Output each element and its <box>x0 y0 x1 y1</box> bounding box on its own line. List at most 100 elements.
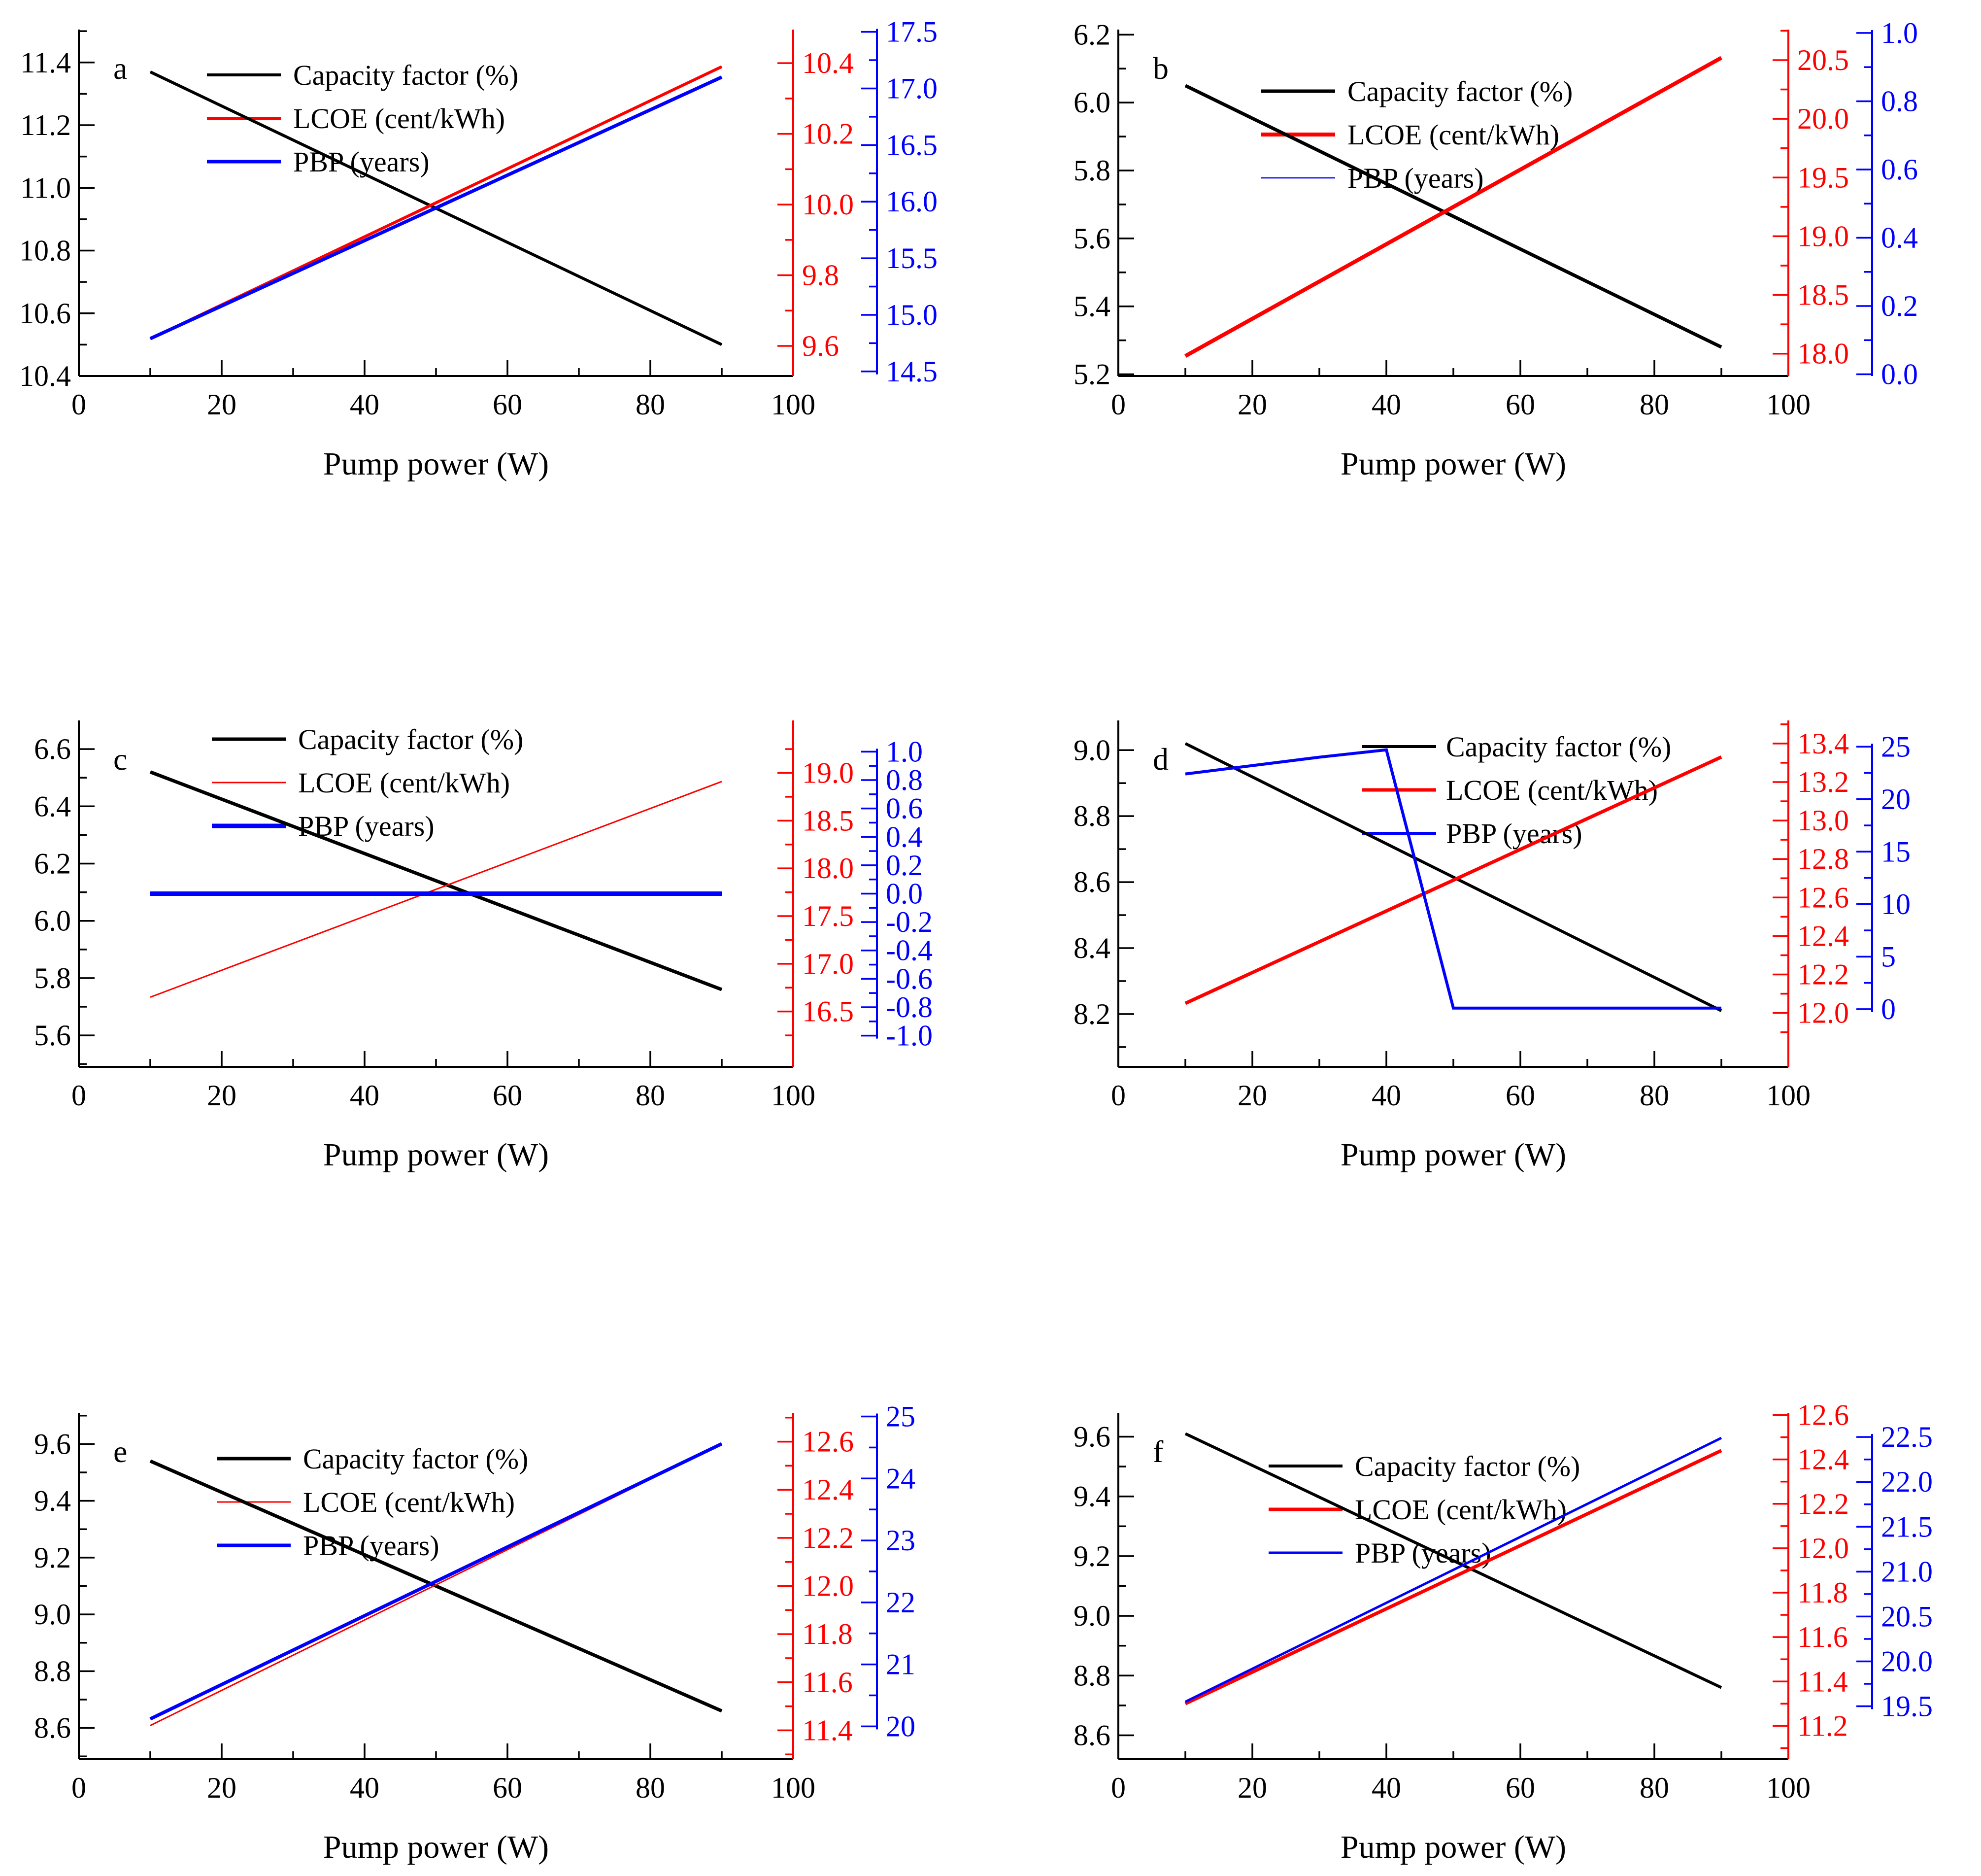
right-axis-pbp: -1.0-0.8-0.6-0.4-0.20.00.20.40.60.81.0 <box>861 735 933 1052</box>
legend-entry-pbp: PBP (years) <box>217 1530 439 1562</box>
x-tick-label: 100 <box>771 388 815 421</box>
series-lcoe-line <box>1184 1449 1722 1705</box>
blue-tick-label: 0.2 <box>886 849 923 882</box>
left-tick-label: 5.4 <box>1074 290 1110 323</box>
left-axis-capacity-factor: 10.4 10.6 10.8 11.0 11.2 11.4 <box>19 30 95 392</box>
red-tick-label: 11.8 <box>802 1618 853 1650</box>
blue-tick-label: -1.0 <box>886 1020 933 1052</box>
left-axis-capacity-factor: 8.2 8.4 8.6 8.8 9.0 <box>1074 720 1134 1067</box>
red-tick-label: 13.2 <box>1797 766 1849 798</box>
left-axis-capacity-factor: 8.6 8.8 9.0 9.2 9.4 9.6 <box>1074 1413 1134 1759</box>
red-tick-label: 20.5 <box>1797 44 1849 76</box>
red-tick-label: 12.6 <box>802 1426 854 1458</box>
left-tick-label: 5.6 <box>34 1019 71 1052</box>
series-capacity-factor-line <box>1184 84 1722 349</box>
red-tick-label: 18.5 <box>1797 279 1849 311</box>
blue-tick-label: -0.6 <box>886 962 933 995</box>
x-axis: 0 20 40 60 80 100 Pump power (W) <box>71 1051 815 1173</box>
x-tick-label: 80 <box>1640 1079 1669 1112</box>
red-tick-label: 10.4 <box>802 47 854 79</box>
left-tick-label: 9.6 <box>34 1428 71 1460</box>
x-tick-label: 80 <box>636 1079 665 1112</box>
legend-entry-lcoe: LCOE (cent/kWh) <box>217 1486 515 1518</box>
x-axis-title: Pump power (W) <box>1341 1829 1566 1865</box>
blue-tick-label: 1.0 <box>886 735 923 768</box>
x-axis-title: Pump power (W) <box>323 446 549 482</box>
left-tick-label: 8.8 <box>34 1655 71 1687</box>
series-pbp-line <box>149 75 723 341</box>
blue-tick-label: 14.5 <box>886 355 938 388</box>
left-tick-label: 6.2 <box>1074 18 1110 51</box>
legend-label: Capacity factor (%) <box>1355 1450 1580 1482</box>
panel-b: 0 20 40 60 80 100 Pump power (W) 5.2 5.4 5.6 5.8 6.… <box>1074 17 1918 482</box>
x-tick-label: 40 <box>1372 1079 1401 1112</box>
legend-entry-lcoe: LCOE (cent/kWh) <box>1362 774 1658 806</box>
blue-tick-label: 16.5 <box>886 129 938 161</box>
red-tick-label: 12.0 <box>1797 1532 1849 1565</box>
legend: Capacity factor (%)LCOE (cent/kWh)PBP (y… <box>207 59 518 178</box>
left-tick-label: 8.8 <box>1074 1659 1110 1692</box>
x-tick-label: 0 <box>71 1772 86 1804</box>
blue-tick-label: -0.4 <box>886 934 933 967</box>
panel-f: 0 20 40 60 80 100 Pump power (W) 8.6 8.8 9.0 9.2 9.… <box>1074 1399 1933 1865</box>
x-tick-label: 60 <box>493 1079 522 1112</box>
left-axis-capacity-factor: 5.6 5.8 6.0 6.2 6.4 6.6 <box>34 720 95 1067</box>
red-tick-label: 13.0 <box>1797 804 1849 837</box>
left-tick-label: 6.0 <box>1074 86 1110 119</box>
legend: Capacity factor (%)LCOE (cent/kWh)PBP (y… <box>212 723 523 842</box>
right-axis-lcoe: 9.6 9.8 10.0 10.2 10.4 <box>777 30 854 376</box>
left-tick-label: 9.2 <box>34 1541 71 1574</box>
blue-tick-label: -0.8 <box>886 991 933 1023</box>
x-tick-label: 40 <box>350 1079 379 1112</box>
blue-tick-label: 20.5 <box>1881 1600 1933 1633</box>
blue-tick-label: 15 <box>1881 835 1911 868</box>
panel-letter: b <box>1153 51 1169 86</box>
x-tick-label: 20 <box>1238 1772 1267 1804</box>
panel-letter: c <box>113 742 127 777</box>
series-capacity-factor-line <box>1184 742 1722 1012</box>
x-tick-label: 100 <box>771 1772 815 1804</box>
legend-entry-capacity-factor: Capacity factor (%) <box>1261 75 1573 107</box>
left-tick-label: 8.6 <box>1074 866 1110 898</box>
blue-tick-label: 0.6 <box>1881 153 1918 186</box>
red-tick-label: 11.6 <box>802 1666 853 1699</box>
x-tick-label: 80 <box>1640 388 1669 421</box>
blue-tick-label: 17.0 <box>886 72 938 104</box>
series-pbp-line <box>1185 748 1721 1010</box>
legend-label: Capacity factor (%) <box>1446 731 1671 763</box>
red-tick-label: 17.0 <box>802 948 854 980</box>
blue-tick-label: 0.4 <box>886 820 923 853</box>
legend-entry-capacity-factor: Capacity factor (%) <box>217 1443 528 1475</box>
panel-letter: a <box>113 51 127 86</box>
blue-tick-label: 20.0 <box>1881 1645 1933 1677</box>
left-tick-label: 9.4 <box>34 1485 71 1517</box>
x-axis: 0 20 40 60 80 100 Pump power (W) <box>1111 360 1811 482</box>
right-axis-pbp: 0 5 10 15 20 25 <box>1856 730 1911 1025</box>
blue-tick-label: 0.8 <box>886 764 923 796</box>
blue-tick-label: 21 <box>886 1648 915 1681</box>
x-tick-label: 0 <box>1111 388 1126 421</box>
blue-tick-label: 19.5 <box>1881 1690 1933 1723</box>
x-tick-label: 20 <box>207 388 236 421</box>
right-axis-lcoe: 18.0 18.5 19.0 19.5 20.0 20.5 <box>1773 30 1849 376</box>
x-tick-label: 0 <box>71 1079 86 1112</box>
x-tick-label: 60 <box>1506 1772 1535 1804</box>
x-tick-label: 40 <box>350 388 379 421</box>
x-tick-label: 80 <box>636 1772 665 1804</box>
x-axis: 0 20 40 60 80 100 Pump power (W) <box>1111 1743 1811 1865</box>
blue-tick-label: 0.8 <box>1881 85 1918 117</box>
x-tick-label: 0 <box>1111 1772 1126 1804</box>
blue-tick-label: 25 <box>1881 730 1911 763</box>
red-tick-label: 19.0 <box>1797 220 1849 252</box>
x-tick-label: 80 <box>1640 1772 1669 1804</box>
red-tick-label: 19.0 <box>802 757 854 789</box>
x-tick-label: 20 <box>1238 388 1267 421</box>
series-pbp-line <box>1184 1436 1722 1703</box>
legend-label: Capacity factor (%) <box>1347 75 1573 107</box>
blue-tick-label: 10 <box>1881 888 1911 921</box>
red-tick-label: 16.5 <box>802 995 854 1028</box>
legend-entry-lcoe: LCOE (cent/kWh) <box>1261 119 1559 151</box>
legend: Capacity factor (%)LCOE (cent/kWh)PBP (y… <box>1269 1450 1580 1569</box>
series-capacity-factor-line <box>149 770 723 991</box>
